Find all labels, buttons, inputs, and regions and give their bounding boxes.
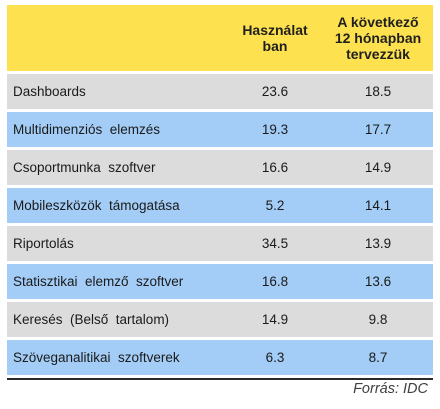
- table-row: Multidimenziós elemzés 19.3 17.7: [7, 109, 433, 149]
- row-label: Szöveganalitikai szoftverek: [7, 337, 227, 375]
- value-planned: 18.5: [323, 71, 433, 111]
- header-planned: A következő 12 hónapban tervezzük: [323, 5, 433, 73]
- value-in-use: 19.3: [227, 109, 323, 149]
- value-in-use: 34.5: [227, 223, 323, 263]
- row-label: Riportolás: [7, 223, 227, 263]
- data-table: Használat ban A következő 12 hónapban terve…: [7, 5, 433, 375]
- value-planned: 8.7: [323, 337, 433, 375]
- value-in-use: 16.6: [227, 147, 323, 187]
- value-planned: 14.1: [323, 185, 433, 225]
- table-bottom-rule: [7, 378, 433, 380]
- source-note: Forrás: IDC: [353, 381, 428, 397]
- row-label: Keresés (Belső tartalom): [7, 299, 227, 339]
- table-row: Dashboards 23.6 18.5: [7, 71, 433, 111]
- table-row: Szöveganalitikai szoftverek 6.3 8.7: [7, 337, 433, 375]
- header-category: [7, 5, 227, 73]
- table-row: Mobileszközök támogatása 5.2 14.1: [7, 185, 433, 225]
- table-row: Keresés (Belső tartalom) 14.9 9.8: [7, 299, 433, 339]
- value-in-use: 23.6: [227, 71, 323, 111]
- value-in-use: 14.9: [227, 299, 323, 339]
- value-planned: 9.8: [323, 299, 433, 339]
- value-planned: 13.9: [323, 223, 433, 263]
- row-label: Csoportmunka szoftver: [7, 147, 227, 187]
- table-header: Használat ban A következő 12 hónapban terve…: [7, 5, 433, 73]
- header-row: Használat ban A következő 12 hónapban terve…: [7, 5, 433, 73]
- table-body: Dashboards 23.6 18.5 Multidimenziós elemzés…: [7, 71, 433, 375]
- value-planned: 13.6: [323, 261, 433, 301]
- row-label: Statisztikai elemző szoftver: [7, 261, 227, 301]
- row-label: Mobileszközök támogatása: [7, 185, 227, 225]
- header-in-use: Használat ban: [227, 5, 323, 73]
- table-row: Riportolás 34.5 13.9: [7, 223, 433, 263]
- value-in-use: 16.8: [227, 261, 323, 301]
- data-table-container: Használat ban A következő 12 hónapban terve…: [7, 5, 433, 380]
- table-row: Statisztikai elemző szoftver 16.8 13.6: [7, 261, 433, 301]
- value-planned: 14.9: [323, 147, 433, 187]
- row-label: Dashboards: [7, 71, 227, 111]
- value-in-use: 6.3: [227, 337, 323, 375]
- table-row: Csoportmunka szoftver 16.6 14.9: [7, 147, 433, 187]
- row-label: Multidimenziós elemzés: [7, 109, 227, 149]
- value-in-use: 5.2: [227, 185, 323, 225]
- value-planned: 17.7: [323, 109, 433, 149]
